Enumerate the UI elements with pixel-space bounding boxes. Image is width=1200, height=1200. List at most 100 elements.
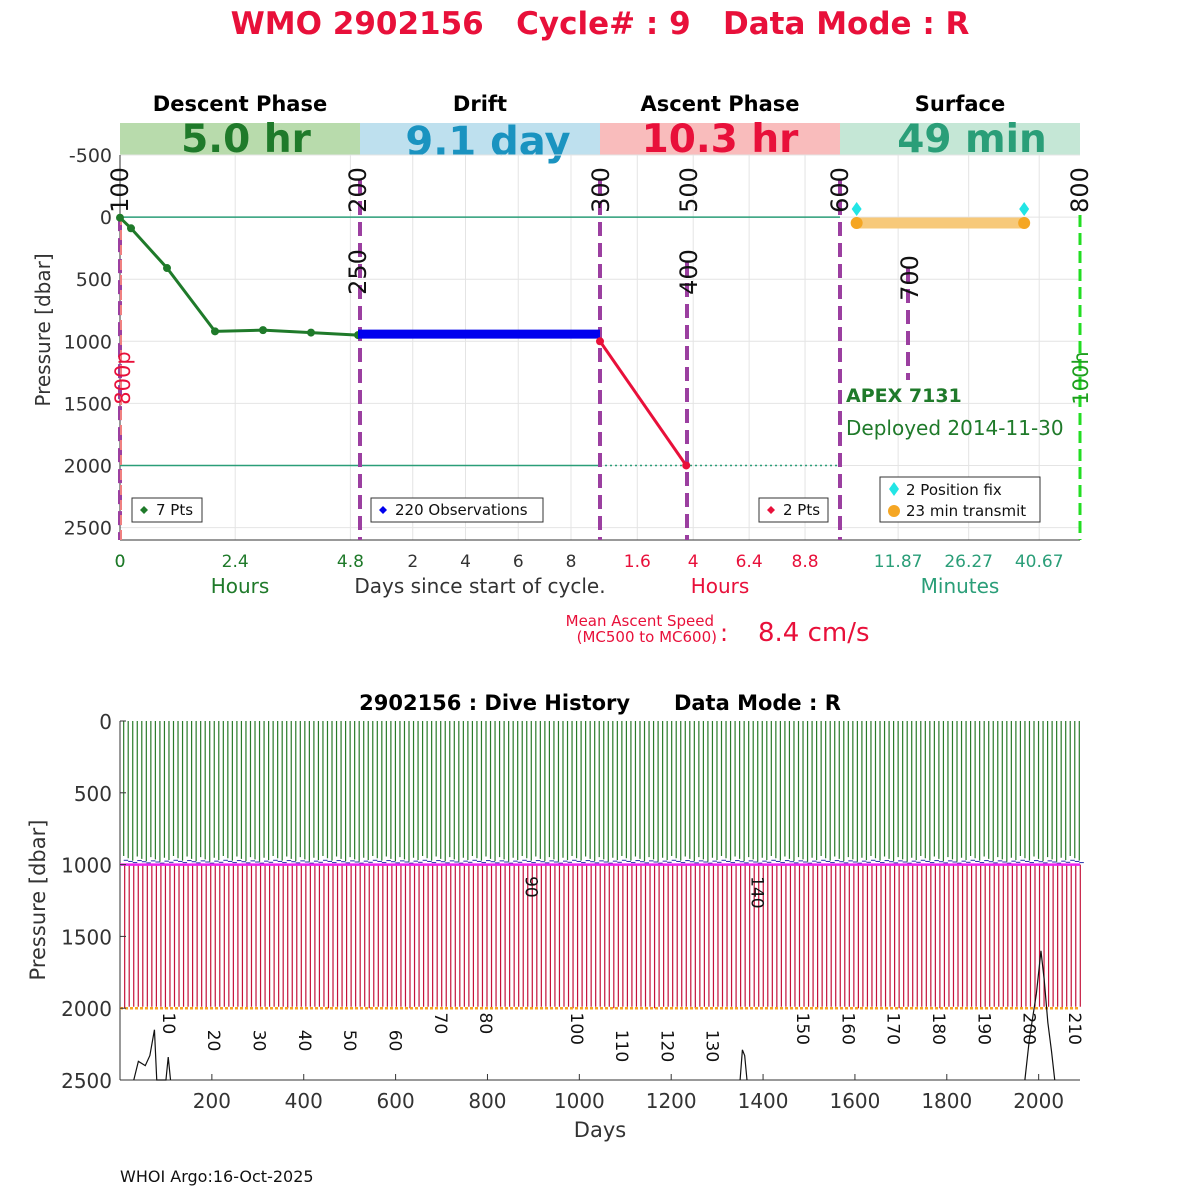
descent-duration-band [120, 123, 360, 155]
mission-code-label-600: 600 [826, 167, 854, 213]
phase-name-surface: Surface [915, 92, 1005, 116]
surface-legend-transmit-text: 23 min transmit [906, 502, 1026, 520]
top-y-axis-label: Pressure [dbar] [31, 253, 55, 406]
mission-code-label-200: 200 [344, 167, 372, 213]
cycle-number-label: 200 [1019, 1013, 1039, 1045]
top-x-tick-label: 0 [115, 552, 126, 572]
cycle-number-label: 100 [566, 1013, 586, 1045]
dive-history-title: 2902156 : Dive History Data Mode : R [359, 691, 841, 715]
top-x-tick-label: 1.6 [624, 552, 651, 572]
cycle-number-label: 10 [158, 1013, 178, 1035]
figure-title: WMO 2902156 Cycle# : 9 Data Mode : R [231, 6, 970, 42]
descent-data-point [211, 327, 219, 336]
bottom-x-tick-label: 400 [285, 1089, 323, 1113]
mission-code-label-100: 100 [106, 167, 134, 213]
bathymetry-line [739, 1049, 748, 1081]
position-fix-marker [851, 202, 862, 216]
top-x-tick-label: 6.4 [736, 552, 763, 572]
bottom-x-tick-label: 1600 [829, 1089, 880, 1113]
bottom-x-tick-label: 1400 [738, 1089, 789, 1113]
descent-legend-marker [140, 506, 148, 514]
ascent-speed-colon: : [720, 619, 728, 647]
bottom-y-tick-label: 2500 [61, 1069, 112, 1093]
top-x-tick-label: 26.27 [944, 552, 993, 572]
mission-code-label-500: 500 [675, 167, 703, 213]
cycle-number-label: 90 [520, 876, 540, 898]
drift-duration: 9.1 day [405, 119, 570, 165]
mission-code-label-400: 400 [675, 249, 703, 295]
top-y-tick-label: 2500 [64, 518, 112, 540]
surface-transmit-point [850, 217, 863, 229]
bottom-y-axis-label: Pressure [dbar] [26, 820, 50, 981]
top-x-tick-label: 11.87 [874, 552, 923, 572]
cycle-number-label: 190 [974, 1013, 994, 1045]
top-x-tick-label: 0 [115, 552, 126, 572]
mission-code-label-100h: 100h [1069, 351, 1093, 404]
ascent-x-axis-label: Hours [691, 574, 750, 598]
surface-legend-fix-marker [889, 482, 899, 496]
descent-legend-text: 7 Pts [156, 501, 193, 519]
bathymetry-line [1024, 950, 1056, 1081]
cycle-number-label: 40 [294, 1030, 314, 1052]
bottom-x-tick-label: 800 [468, 1089, 506, 1113]
dive-history-plot: 10 20 30 40 50 60 70 80 90 100 110 120 130 140 150 160 1… [61, 710, 1084, 1113]
ascent-speed-value: 8.4 cm/s [758, 618, 870, 648]
descent-data-point [127, 224, 135, 233]
deployment-date-label: Deployed 2014-11-30 [846, 416, 1064, 440]
descent-data-point [307, 328, 315, 337]
drift-legend-box [370, 497, 544, 523]
ascent-data-point [596, 337, 604, 346]
top-x-tick-label: 4.8 [337, 552, 364, 572]
cycle-number-label: 80 [475, 1013, 495, 1035]
cycle-number-label: 140 [747, 876, 767, 908]
top-y-tick-label: 500 [76, 269, 112, 291]
drift-legend-text: 220 Observations [395, 501, 528, 519]
phase-name-ascent: Ascent Phase [641, 92, 800, 116]
drift-duration-band [360, 123, 600, 155]
top-x-tick-label: 6 [513, 552, 524, 572]
cycle-number-label: 60 [384, 1030, 404, 1052]
descent-data-point [259, 326, 267, 335]
surface-duration-band [840, 123, 1080, 155]
surface-legend-transmit-marker [888, 505, 900, 517]
top-y-tick-label: 0 [100, 207, 112, 229]
ascent-legend-text: 2 Pts [783, 501, 820, 519]
phase-headers: Descent Phase Drift Ascent Phase Surface [153, 92, 1005, 116]
bottom-x-tick-label: 600 [377, 1089, 415, 1113]
bottom-x-axis-label: Days [574, 1118, 626, 1142]
top-x-tick-label: 8.8 [792, 552, 819, 572]
bottom-x-tick-label: 2000 [1013, 1089, 1064, 1113]
top-x-tick-label: 40.67 [1015, 552, 1064, 572]
top-x-tick-label: 8 [566, 552, 577, 572]
descent-data-point [163, 264, 171, 273]
cycle-number-label: 20 [203, 1030, 223, 1052]
bottom-y-tick-label: 500 [74, 782, 112, 806]
ascent-speed-label-line2: (MC500 to MC600) [577, 628, 717, 646]
surface-x-axis-label: Minutes [921, 574, 1000, 598]
top-y-tick-label: 1500 [64, 393, 112, 415]
mission-code-label-250: 250 [344, 249, 372, 295]
cycle-number-label: 210 [1064, 1013, 1084, 1045]
bottom-y-tick-label: 1500 [61, 925, 112, 949]
ascent-series-line [598, 340, 688, 467]
mission-code-label-700: 700 [896, 255, 924, 301]
cycle-number-label: 120 [656, 1030, 676, 1062]
top-x-tick-label: 4 [460, 552, 471, 572]
cycle-number-label: 150 [792, 1013, 812, 1045]
bottom-x-tick-label: 200 [193, 1089, 231, 1113]
phase-name-drift: Drift [453, 92, 507, 116]
cycle-number-label: 180 [928, 1013, 948, 1045]
ascent-speed-label-line1: Mean Ascent Speed [566, 612, 714, 630]
top-x-tick-label: 2 [407, 552, 418, 572]
top-x-tick-label: 2.4 [222, 552, 249, 572]
mission-code-label-800: 800 [1066, 167, 1094, 213]
phase-duration-bands: 5.0 hr 9.1 day 10.3 hr 49 min [120, 117, 1080, 165]
center-x-axis-label: Days since start of cycle. [354, 574, 605, 598]
top-y-tick-label: 2000 [64, 455, 112, 477]
cycle-number-label: 70 [430, 1013, 450, 1035]
surface-transmit-point [1018, 217, 1031, 229]
cycle-number-label: 130 [702, 1030, 722, 1062]
cycle-number-label: 170 [883, 1013, 903, 1045]
cycle-number-label: 110 [611, 1030, 631, 1062]
